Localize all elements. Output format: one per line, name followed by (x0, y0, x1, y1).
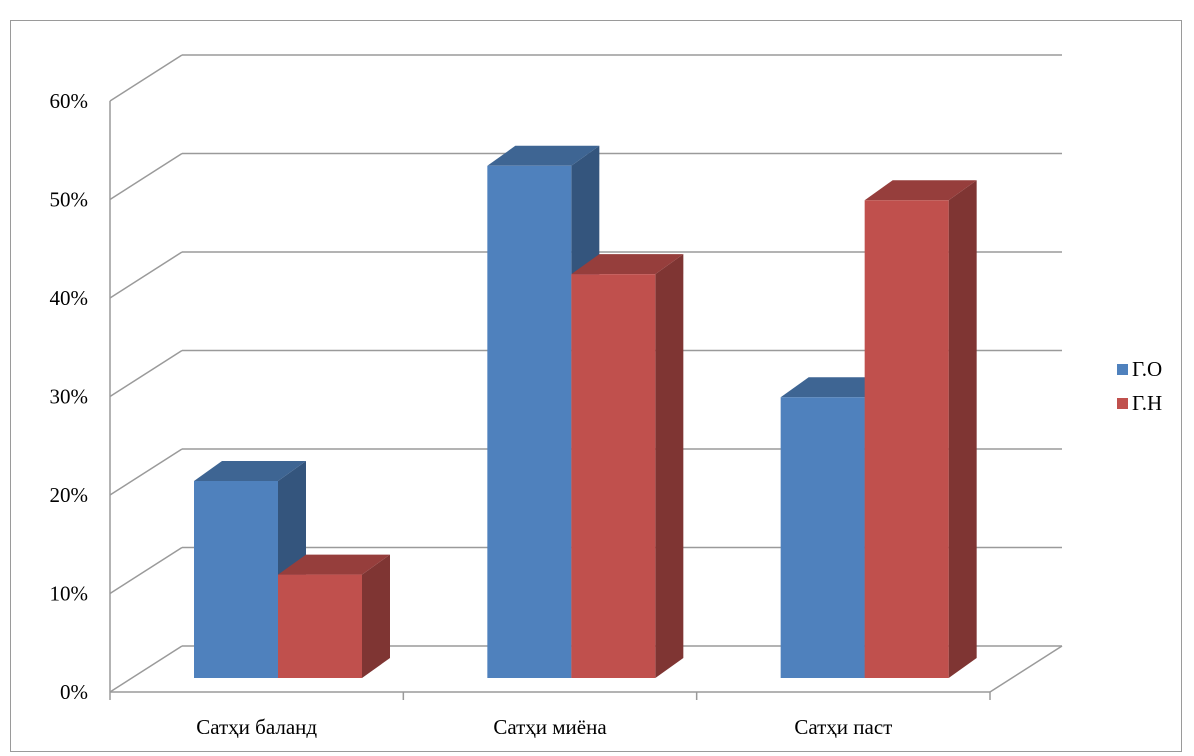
gridline-side (109, 349, 183, 398)
legend-label-series-1: Г.О (1132, 356, 1163, 381)
y-tick-label: 50% (50, 188, 89, 212)
gridline-side (109, 645, 183, 693)
bar (487, 165, 572, 679)
gridline-side (109, 448, 183, 496)
legend-swatch-series-2 (1117, 397, 1128, 409)
legend-item-series-2: Г.Н (1117, 386, 1162, 420)
bar-top (278, 554, 390, 575)
bar-top (194, 461, 306, 481)
gridline-side (109, 546, 183, 595)
floor-edge (989, 645, 1063, 693)
bar-top (864, 180, 977, 201)
bar-side (362, 554, 390, 678)
gridline-side (109, 54, 183, 102)
y-tick-label: 30% (50, 385, 89, 409)
bar-top (571, 254, 684, 275)
y-tick-label: 0% (60, 680, 88, 704)
y-tick-label: 10% (50, 582, 89, 606)
legend-label-series-2: Г.Н (1132, 390, 1163, 415)
x-tick-label: Сатҳи паст (794, 715, 892, 739)
y-tick-label: 20% (50, 483, 89, 507)
x-tick-label: Сатҳи баланд (196, 715, 317, 739)
bar (571, 274, 656, 678)
legend-swatch-series-1 (1117, 363, 1128, 375)
bar (780, 397, 865, 678)
y-tick-label: 60% (50, 89, 89, 113)
gridline-side (109, 152, 183, 201)
gridline-side (109, 251, 183, 299)
bar-top (487, 145, 600, 166)
bar (278, 574, 362, 678)
bar-side (655, 254, 684, 678)
legend: Г.О Г.Н (1117, 352, 1162, 420)
legend-item-series-1: Г.О (1117, 352, 1162, 386)
y-tick-label: 40% (50, 286, 89, 310)
bar (194, 481, 278, 678)
bar-side (948, 180, 977, 678)
x-tick-label: Сатҳи миёна (493, 715, 607, 739)
bar (864, 200, 949, 678)
